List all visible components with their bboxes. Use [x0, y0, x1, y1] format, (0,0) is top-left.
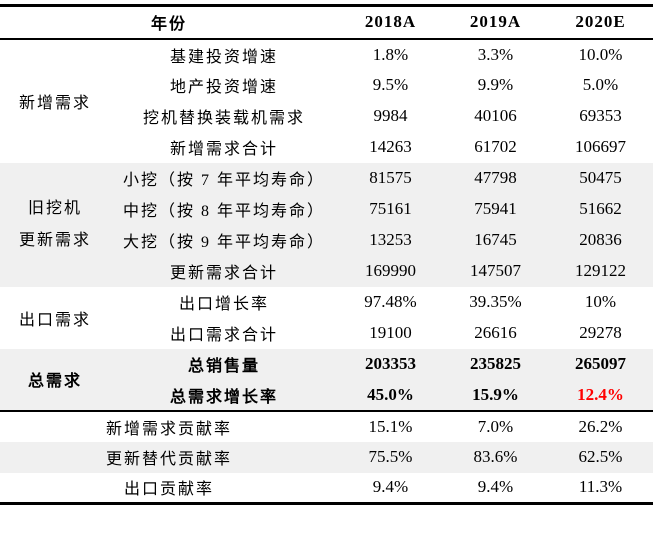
- table-row: 出口贡献率 9.4% 9.4% 11.3%: [0, 473, 653, 504]
- cell-2018a: 97.48%: [364, 292, 417, 311]
- cell-2019a: 9.9%: [477, 75, 514, 94]
- table-header: 年份 2018A 2019A 2020E: [0, 6, 653, 39]
- row-label-new-demand-total: 新增需求合计: [170, 141, 279, 158]
- row-label-total-demand-growth: 总需求增长率: [170, 388, 279, 406]
- col-header-2019a: 2019A: [469, 12, 522, 32]
- cell-2020e: 20836: [579, 230, 622, 249]
- cell-2019a: 83.6%: [473, 447, 518, 466]
- row-label-total-sales: 总销售量: [188, 358, 261, 375]
- cell-2020e: 10%: [584, 292, 617, 311]
- cell-2019a: 15.9%: [472, 384, 519, 404]
- cell-2020e: 5.0%: [582, 75, 619, 94]
- row-label-infra-invest-growth: 基建投资增速: [170, 48, 279, 66]
- cell-2018a: 9.4%: [372, 477, 409, 497]
- cell-2018a: 9984: [373, 106, 408, 125]
- cell-2018a: 19100: [369, 323, 412, 342]
- cell-2018a: 13253: [369, 230, 412, 249]
- cell-2019a: 39.35%: [469, 292, 522, 311]
- table-row: 出口需求 出口增长率 97.48% 39.35% 10%: [0, 287, 653, 329]
- cell-2020e: 26.2%: [578, 416, 623, 436]
- cell-2019a: 7.0%: [477, 416, 514, 436]
- cell-2020e: 11.3%: [578, 477, 623, 497]
- table-row: 旧挖机 更新需求 小挖（按 7 年平均寿命） 81575 47798 50475: [0, 162, 653, 249]
- report-table-sheet: 年份 2018A 2019A 2020E 新增需求 基建投资增速 1.8% 3.…: [0, 4, 653, 505]
- cell-2018a: 75.5%: [368, 447, 413, 466]
- row-label-medium-excavator: 中挖（按 8 年平均寿命）: [123, 203, 326, 220]
- table-row: 地产投资增速 9.5% 9.9% 5.0%: [0, 70, 653, 101]
- cell-2019a: 47798: [474, 168, 517, 187]
- cell-2020e: 265097: [575, 354, 627, 373]
- row-label-replacement-contribution: 更新替代贡献率: [106, 451, 233, 468]
- cell-2018a: 9.5%: [372, 75, 409, 94]
- row-label-small-excavator: 小挖（按 7 年平均寿命）: [123, 172, 326, 189]
- demand-forecast-table: 年份 2018A 2019A 2020E 新增需求 基建投资增速 1.8% 3.…: [0, 4, 653, 505]
- group-label-total-demand: 总需求: [27, 373, 82, 390]
- row-label-replacement-demand-total: 更新需求合计: [170, 265, 279, 282]
- row-label-export-growth-rate: 出口增长率: [179, 296, 270, 313]
- year-header: 年份: [151, 16, 188, 34]
- cell-2019a: 3.3%: [477, 44, 514, 64]
- cell-2019a: 147507: [470, 261, 522, 280]
- table-row: 挖机替换装载机需求 9984 40106 69353: [0, 101, 653, 132]
- cell-2019a: 16745: [474, 230, 517, 249]
- cell-2018a: 75161: [369, 199, 412, 218]
- table-row: 新增需求 基建投资增速 1.8% 3.3% 10.0%: [0, 39, 653, 113]
- cell-2020e: 106697: [575, 137, 627, 156]
- table-row: 出口需求合计 19100 26616 29278: [0, 318, 653, 349]
- cell-2020e-highlight: 12.4%: [577, 384, 624, 404]
- cell-2018a: 45.0%: [367, 384, 414, 404]
- table-footer: 新增需求贡献率 15.1% 7.0% 26.2% 更新替代贡献率 75.5% 8…: [0, 411, 653, 504]
- row-label-large-excavator: 大挖（按 9 年平均寿命）: [123, 234, 326, 251]
- row-label-property-invest-growth: 地产投资增速: [170, 79, 279, 96]
- cell-2019a: 61702: [474, 137, 517, 156]
- cell-2020e: 69353: [579, 106, 622, 125]
- cell-2018a: 169990: [365, 261, 417, 280]
- table-row: 新增需求合计 14263 61702 106697: [0, 132, 653, 163]
- group-label-new-demand: 新增需求: [18, 95, 91, 112]
- cell-2019a: 9.4%: [477, 477, 514, 497]
- table-row: 更新替代贡献率 75.5% 83.6% 62.5%: [0, 441, 653, 473]
- cell-2020e: 51662: [579, 199, 622, 218]
- table-body: 新增需求 基建投资增速 1.8% 3.3% 10.0% 地产投资增速 9.5% …: [0, 39, 653, 411]
- cell-2019a: 40106: [474, 106, 517, 125]
- cell-2019a: 26616: [474, 323, 517, 342]
- row-label-export-contribution: 出口贡献率: [124, 481, 215, 499]
- cell-2020e: 62.5%: [578, 447, 623, 466]
- row-label-export-demand-total: 出口需求合计: [170, 327, 279, 344]
- cell-2020e: 10.0%: [578, 44, 623, 64]
- cell-2019a: 75941: [474, 199, 517, 218]
- row-label-loader-replacement-demand: 挖机替换装载机需求: [143, 110, 306, 127]
- table-row: 新增需求贡献率 15.1% 7.0% 26.2%: [0, 411, 653, 442]
- cell-2018a: 203353: [365, 354, 417, 373]
- group-label-replacement-demand: 旧挖机 更新需求: [18, 200, 91, 249]
- header-row: 年份 2018A 2019A 2020E: [0, 6, 653, 39]
- row-label-new-demand-contribution: 新增需求贡献率: [106, 420, 233, 438]
- group-label-export-demand: 出口需求: [18, 311, 91, 329]
- cell-2020e: 29278: [579, 323, 622, 342]
- cell-2019a: 235825: [470, 354, 522, 373]
- table-row: 总需求 总销售量 203353 235825 265097: [0, 348, 653, 390]
- cell-2020e: 129122: [575, 261, 627, 280]
- col-header-2020e: 2020E: [575, 12, 626, 32]
- cell-2018a: 15.1%: [368, 416, 413, 436]
- cell-2018a: 1.8%: [372, 44, 409, 64]
- cell-2018a: 81575: [369, 168, 412, 187]
- cell-2020e: 50475: [579, 168, 622, 187]
- col-header-2018a: 2018A: [364, 12, 417, 32]
- cell-2018a: 14263: [369, 137, 412, 156]
